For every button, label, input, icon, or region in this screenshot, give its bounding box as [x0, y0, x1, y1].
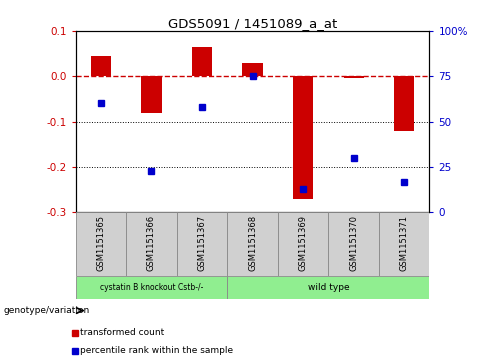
Bar [142, 76, 162, 113]
Text: GSM1151370: GSM1151370 [349, 215, 358, 271]
Bar [126, 212, 177, 276]
Text: GSM1151371: GSM1151371 [400, 215, 408, 271]
Bar [177, 212, 227, 276]
Bar [227, 212, 278, 276]
Bar [394, 76, 414, 131]
Bar [379, 212, 429, 276]
Bar [293, 76, 313, 199]
Bar [91, 56, 111, 76]
Text: cystatin B knockout Cstb-/-: cystatin B knockout Cstb-/- [100, 283, 203, 292]
Text: GSM1151368: GSM1151368 [248, 215, 257, 271]
Text: GSM1151365: GSM1151365 [97, 215, 105, 271]
Text: GSM1151367: GSM1151367 [198, 215, 206, 271]
Text: percentile rank within the sample: percentile rank within the sample [80, 346, 233, 355]
Bar [76, 212, 126, 276]
Bar [192, 47, 212, 76]
Title: GDS5091 / 1451089_a_at: GDS5091 / 1451089_a_at [168, 17, 337, 30]
Bar [227, 276, 429, 299]
Text: GSM1151369: GSM1151369 [299, 215, 307, 271]
Text: wild type: wild type [307, 283, 349, 292]
Text: GSM1151366: GSM1151366 [147, 215, 156, 271]
Text: genotype/variation: genotype/variation [3, 306, 89, 315]
Bar [328, 212, 379, 276]
Bar [243, 62, 263, 76]
Text: transformed count: transformed count [80, 328, 164, 337]
Bar [76, 276, 227, 299]
Bar [278, 212, 328, 276]
Bar [344, 76, 364, 78]
